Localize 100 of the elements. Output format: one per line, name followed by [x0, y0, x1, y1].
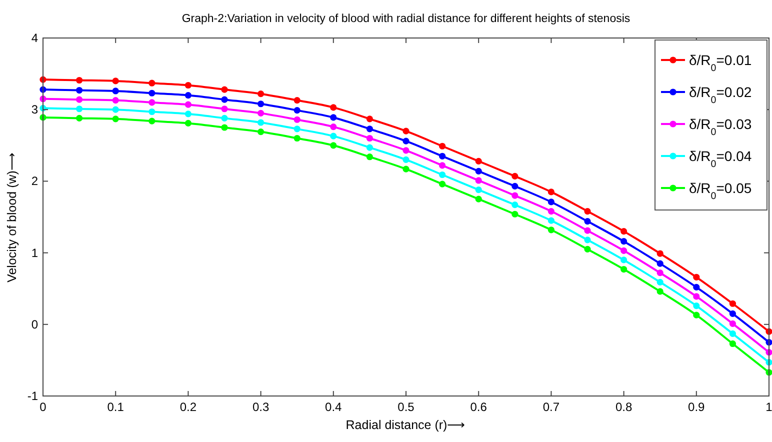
- x-tick-label: 0: [40, 400, 47, 414]
- point: [366, 126, 373, 132]
- y-tick-label: -1: [27, 389, 38, 403]
- point: [656, 250, 664, 257]
- legend-label: δ/R$_{0}$=0.03: [689, 116, 752, 138]
- point: [656, 278, 664, 286]
- point: [439, 180, 446, 188]
- point: [656, 270, 664, 276]
- point: [439, 142, 446, 150]
- point: [294, 116, 300, 123]
- y-tick-label: 3: [31, 102, 38, 117]
- point: [112, 106, 119, 113]
- point: [548, 208, 554, 215]
- point: [620, 247, 628, 254]
- legend-label: δ/R$_{0}$=0.02: [689, 84, 752, 106]
- legend-label: δ/R$_{0}$=0.04: [689, 148, 752, 170]
- point: [76, 106, 83, 112]
- point: [512, 182, 518, 190]
- point: [439, 162, 446, 169]
- x-tick-label: 0.7: [542, 400, 560, 414]
- point: [184, 120, 192, 127]
- point: [512, 210, 518, 218]
- point: [729, 340, 736, 348]
- point: [366, 116, 373, 122]
- y-tick-label: 1: [31, 246, 38, 260]
- point: [512, 172, 518, 180]
- point: [148, 118, 156, 124]
- point: [366, 144, 373, 151]
- legend-label: δ/R$_{0}$=0.01: [689, 52, 752, 74]
- point: [76, 96, 83, 103]
- point: [584, 208, 591, 215]
- point: [76, 76, 83, 84]
- point: [512, 192, 518, 199]
- point: [693, 302, 700, 310]
- point: [693, 274, 700, 280]
- point: [620, 228, 628, 235]
- point: [258, 90, 264, 98]
- point: [366, 154, 373, 160]
- point: [475, 158, 482, 164]
- point: [76, 114, 83, 122]
- point: [693, 312, 700, 318]
- x-tick-label: 0.1: [107, 400, 124, 414]
- point: [112, 78, 119, 84]
- point: [330, 123, 337, 130]
- point: [330, 142, 337, 149]
- point: [148, 108, 156, 116]
- point: [584, 227, 591, 234]
- point: [402, 147, 410, 154]
- point: [258, 100, 264, 108]
- y-tick-label: 4: [31, 31, 38, 45]
- point: [548, 188, 554, 196]
- point: [402, 138, 410, 144]
- point: [294, 134, 300, 142]
- x-tick-label: 0.5: [398, 400, 415, 414]
- point: [221, 124, 228, 131]
- point: [512, 202, 518, 208]
- point: [620, 266, 628, 273]
- point: [439, 171, 446, 178]
- x-tick-label: 0.9: [688, 400, 706, 414]
- point: [475, 186, 482, 194]
- point: [184, 110, 192, 118]
- point: [258, 119, 264, 126]
- point: [221, 106, 228, 112]
- point: [184, 101, 192, 108]
- point: [439, 152, 446, 160]
- point: [402, 156, 410, 164]
- point: [184, 92, 192, 99]
- point: [693, 284, 700, 290]
- point: [112, 88, 119, 94]
- point: [148, 80, 156, 86]
- point: [184, 82, 192, 89]
- point: [548, 198, 554, 206]
- x-tick-label: 0.4: [325, 400, 342, 414]
- point: [548, 226, 554, 234]
- y-axis-title: Velocity of blood (w)⟶: [5, 152, 19, 282]
- y-tick-label: 0: [31, 317, 38, 332]
- point: [258, 128, 264, 136]
- point: [221, 86, 228, 93]
- point: [294, 96, 300, 104]
- point: [548, 217, 554, 224]
- point: [402, 166, 410, 172]
- point: [258, 110, 264, 116]
- x-tick-label: 0.3: [252, 400, 270, 414]
- point: [112, 116, 119, 122]
- point: [729, 310, 736, 317]
- point: [366, 134, 373, 142]
- point: [584, 246, 591, 253]
- point: [584, 236, 591, 244]
- point: [330, 132, 337, 140]
- point: [729, 300, 736, 307]
- point: [475, 177, 482, 184]
- point: [294, 107, 300, 114]
- point: [475, 168, 482, 174]
- point: [221, 96, 228, 103]
- x-tick-label: 0.2: [180, 400, 197, 414]
- point: [148, 99, 156, 106]
- x-axis-title: Radial distance (r)⟶: [346, 418, 466, 432]
- point: [330, 104, 337, 111]
- point: [221, 114, 228, 122]
- point: [729, 320, 736, 327]
